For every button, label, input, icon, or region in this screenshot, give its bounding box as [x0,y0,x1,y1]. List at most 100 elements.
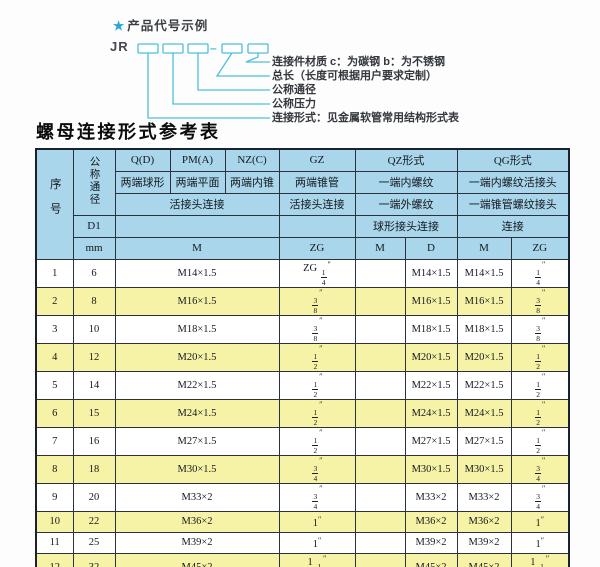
cell-m: M36×2 [114,510,280,533]
cell-qg-m: M33×2 [456,482,512,512]
table-row: 6 15 M24×1.5 1 2 ″ M24×1.5 M24×1.5 1 2 ″ [35,398,570,428]
header-seq-label: 序号 [48,178,61,228]
cell-qz-d: M22×1.5 [404,370,458,400]
header-qg-desc1: 一端内螺纹活接头 [456,170,570,194]
header-zg: ZG [278,236,356,260]
header-gz: GZ [278,148,356,172]
header-qz-desc2: 一端外螺纹 [354,192,458,216]
table-row: 7 16 M27×1.5 1 2 ″ M27×1.5 M27×1.5 1 2 ″ [35,426,570,456]
code-box-1 [137,43,159,54]
cell-seq: 12 [35,552,74,567]
cell-gz: 1 14″ [278,552,356,567]
cell-m: M30×1.5 [114,454,280,484]
cell-dia: 10 [72,314,116,344]
cell-qz-m [354,314,406,344]
cell-qg-zg: 3 8 ″ [510,286,570,316]
cell-qz-d: M20×1.5 [404,342,458,372]
cell-seq: 9 [35,482,74,512]
cell-qz-d: M39×2 [404,531,458,554]
header-mm: mm [72,236,116,260]
header-qg-desc3: 连接 [456,214,570,238]
cell-m: M18×1.5 [114,314,280,344]
cell-m: M22×1.5 [114,370,280,400]
cell-seq: 11 [35,531,74,554]
header-empty-1 [114,214,280,238]
header-pm: PM(A) [169,148,226,172]
cell-qz-m [354,552,406,567]
code-dash: – [210,41,217,55]
header-qz-desc1: 一端内螺纹 [354,170,458,194]
header-empty-2 [278,214,356,238]
code-box-2 [162,43,184,54]
header-m: M [114,236,280,260]
page-title: 螺母连接形式参考表 [36,122,221,143]
header-qz: QZ形式 [354,148,458,172]
cell-qg-zg: 3 8 ″ [510,314,570,344]
cell-seq: 2 [35,286,74,316]
cell-gz: 1″ [278,531,356,554]
header-pm-desc: 两端平面 [169,170,226,194]
cell-qz-d: M30×1.5 [404,454,458,484]
cell-qg-m: M20×1.5 [456,342,512,372]
leader-lines [147,52,270,119]
table-row: 2 8 M16×1.5 3 8 ″ M16×1.5 M16×1.5 3 8 ″ [35,286,570,316]
header-dia-label: 公称通径 [88,155,100,206]
header-gz-desc2: 活接头连接 [278,192,356,216]
cell-dia: 8 [72,286,116,316]
cell-qg-m: M22×1.5 [456,370,512,400]
header-qg-zg: ZG [510,236,570,260]
cell-qz-m [354,454,406,484]
code-box-5 [247,43,269,54]
cell-qz-m [354,398,406,428]
cell-gz: 1 2 ″ [278,370,356,400]
cell-m: M39×2 [114,531,280,554]
diagram-label-connection: 连接形式：见金属软管常用结构形式表 [272,112,459,124]
cell-qz-d: M24×1.5 [404,398,458,428]
cell-qz-m [354,342,406,372]
table-row: 4 12 M20×1.5 1 2 ″ M20×1.5 M20×1.5 1 2 ″ [35,342,570,372]
header-qz-d: D [404,236,458,260]
cell-qg-zg: 1 2 ″ [510,426,570,456]
cell-qz-d: M36×2 [404,510,458,533]
cell-qg-m: M39×2 [456,531,512,554]
cell-dia: 14 [72,370,116,400]
table-row: 3 10 M18×1.5 3 8 ″ M18×1.5 M18×1.5 3 8 ″ [35,314,570,344]
cell-qz-d: M45×2 [404,552,458,567]
cell-qz-m [354,258,406,288]
cell-qg-zg: 1 2 ″ [510,370,570,400]
cell-dia: 15 [72,398,116,428]
header-qz-desc3: 球形接头连接 [354,214,458,238]
cell-seq: 4 [35,342,74,372]
star-icon: ★ [113,19,126,33]
cell-qz-d: M14×1.5 [404,258,458,288]
table-row: 5 14 M22×1.5 1 2 ″ M22×1.5 M22×1.5 1 2 ″ [35,370,570,400]
product-code-diagram: – ★ 产品代号示例 JR 连接件材质 c：为碳钢 b：为不锈钢 总长（长度可根据… [0,0,600,146]
cell-gz: 1 2 ″ [278,342,356,372]
cell-qz-d: M18×1.5 [404,314,458,344]
cell-qg-m: M45×2 [456,552,512,567]
cell-qz-m [354,370,406,400]
header-q-desc: 两端球形 [114,170,171,194]
cell-qg-zg: 1″ [510,510,570,533]
cell-seq: 8 [35,454,74,484]
table-row: 8 18 M30×1.5 3 4 ″ M30×1.5 M30×1.5 3 4 ″ [35,454,570,484]
cell-m: M27×1.5 [114,426,280,456]
header-qz-m: M [354,236,406,260]
cell-qg-zg: 1 2 ″ [510,398,570,428]
table-row: 12 32 M45×2 1 14″ M45×2 M45×2 1 14″ [35,552,570,567]
cell-qz-m [354,426,406,456]
code-box-4 [221,43,243,54]
cell-m: M24×1.5 [114,398,280,428]
header-dia: 公称通径 [72,148,116,216]
cell-qz-d: M16×1.5 [404,286,458,316]
diagram-label-material: 连接件材质 c：为碳钢 b：为不锈钢 [272,56,445,68]
cell-dia: 18 [72,454,116,484]
cell-qg-m: M14×1.5 [456,258,512,288]
cell-qz-d: M33×2 [404,482,458,512]
cell-gz: 3 8 ″ [278,314,356,344]
cell-qg-zg: 1 4 ″ [510,258,570,288]
cell-gz: 3 4 ″ [278,454,356,484]
cell-qg-m: M27×1.5 [456,426,512,456]
cell-seq: 6 [35,398,74,428]
diagram-label-pressure: 公称压力 [272,98,316,110]
